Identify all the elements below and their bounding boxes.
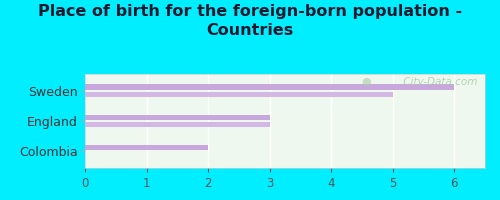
Text: Place of birth for the foreign-born population -
Countries: Place of birth for the foreign-born popu… bbox=[38, 4, 462, 38]
Bar bbox=[85, 92, 392, 97]
Bar bbox=[85, 122, 270, 127]
Bar bbox=[85, 115, 270, 120]
Bar bbox=[85, 84, 454, 90]
Text: City-Data.com: City-Data.com bbox=[400, 77, 477, 87]
Text: ●: ● bbox=[361, 77, 371, 87]
Bar bbox=[85, 145, 208, 150]
